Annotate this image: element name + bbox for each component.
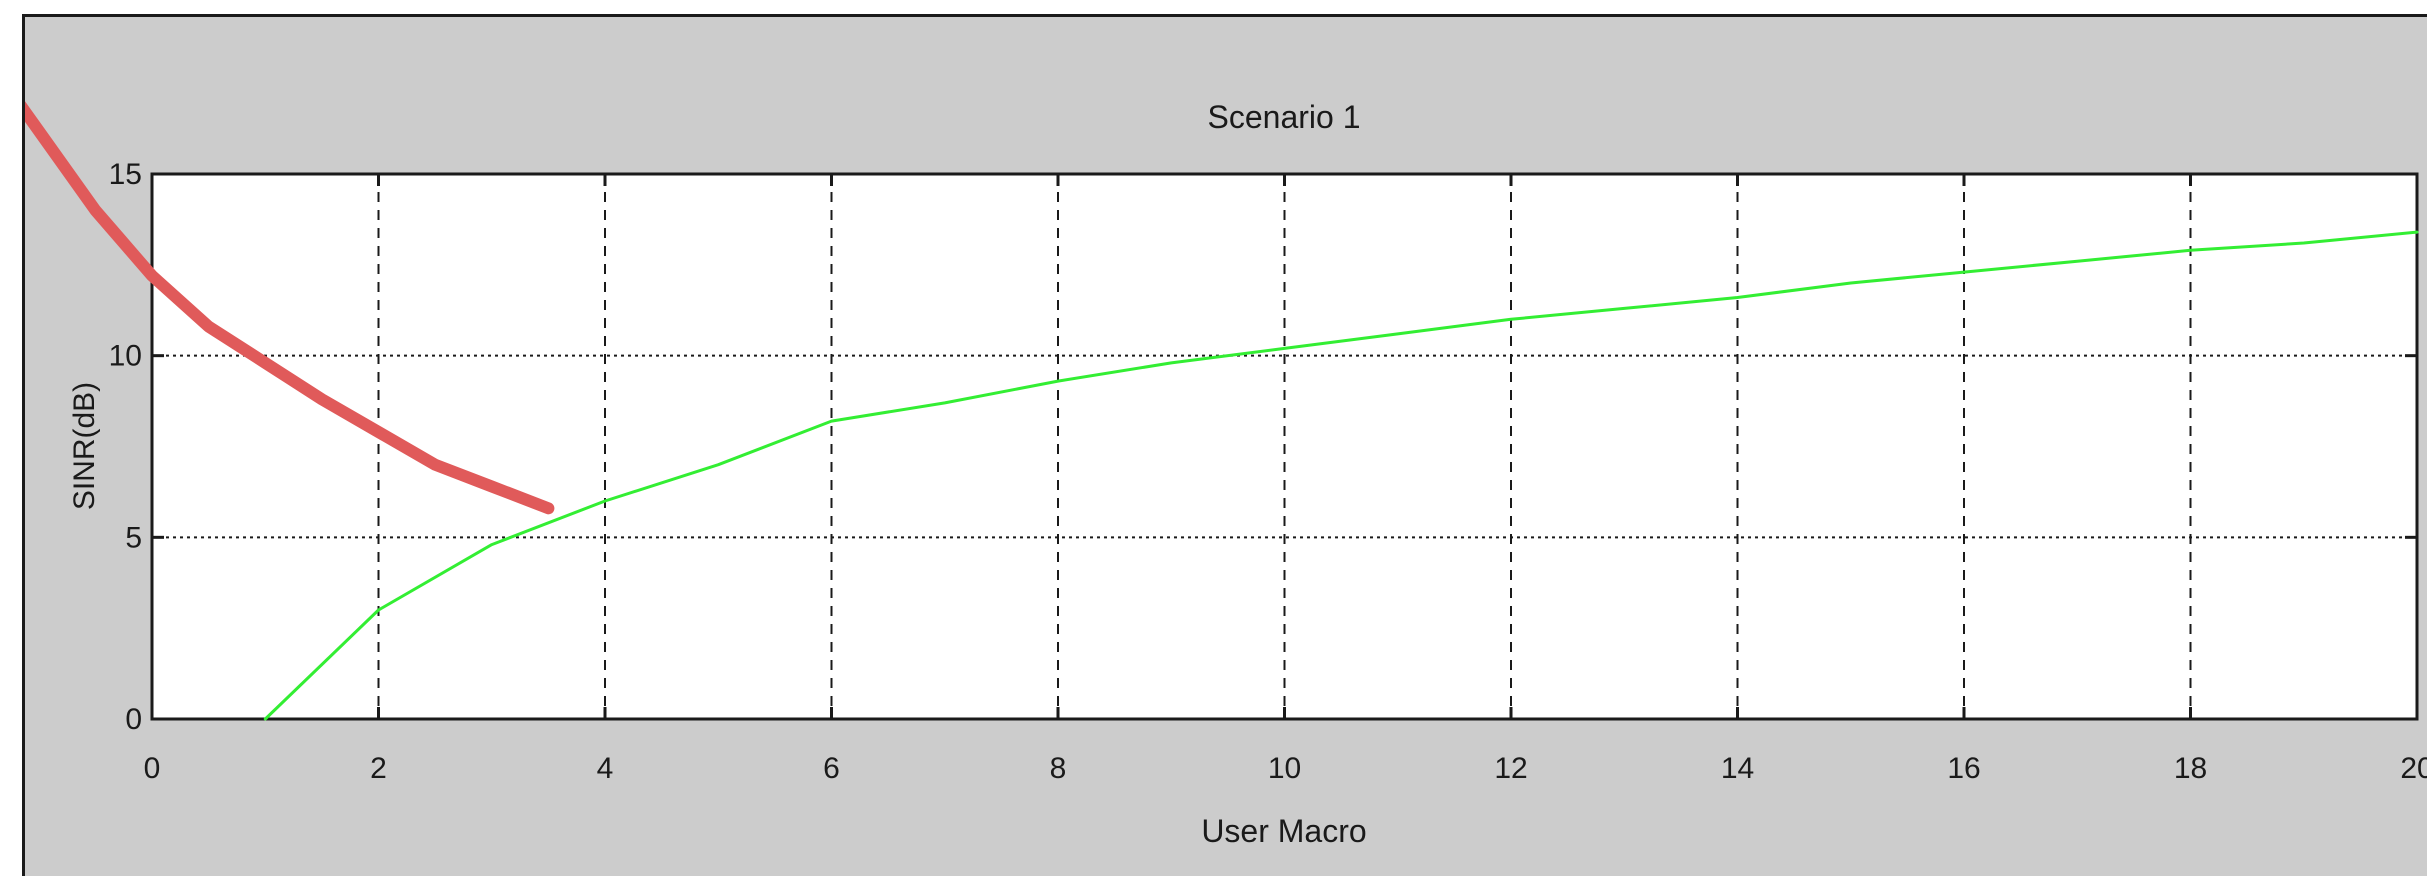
y-tick-label: 5: [125, 521, 142, 554]
x-axis-label: User Macro: [1201, 813, 1366, 849]
y-tick-labels: 0 5 10 15: [109, 158, 142, 736]
series-layer: [25, 101, 2419, 721]
x-tick-label: 10: [1268, 752, 1301, 785]
x-tick-label: 12: [1494, 752, 1527, 785]
x-tick-label: 4: [597, 752, 614, 785]
x-tick-label: 0: [144, 752, 161, 785]
y-axis-label: SINR(dB): [68, 382, 101, 510]
x-tick-label: 8: [1050, 752, 1067, 785]
x-tick-label: 18: [2174, 752, 2207, 785]
axis-ticks: [150, 172, 2419, 721]
y-tick-label: 0: [125, 703, 142, 736]
grid: [152, 174, 2417, 719]
x-tick-labels: 0 2 4 6 8 10 12 14 16 18 20: [144, 752, 2427, 785]
x-tick-label: 2: [370, 752, 387, 785]
chart-title: Scenario 1: [1208, 99, 1361, 135]
series-line-red: [25, 101, 555, 515]
y-tick-label: 15: [109, 158, 142, 191]
x-tick-label: 6: [823, 752, 840, 785]
x-tick-label: 16: [1947, 752, 1980, 785]
y-tick-label: 10: [109, 340, 142, 373]
x-tick-label: 14: [1721, 752, 1754, 785]
series-line-green: [263, 230, 2419, 721]
x-tick-label: 20: [2400, 752, 2427, 785]
